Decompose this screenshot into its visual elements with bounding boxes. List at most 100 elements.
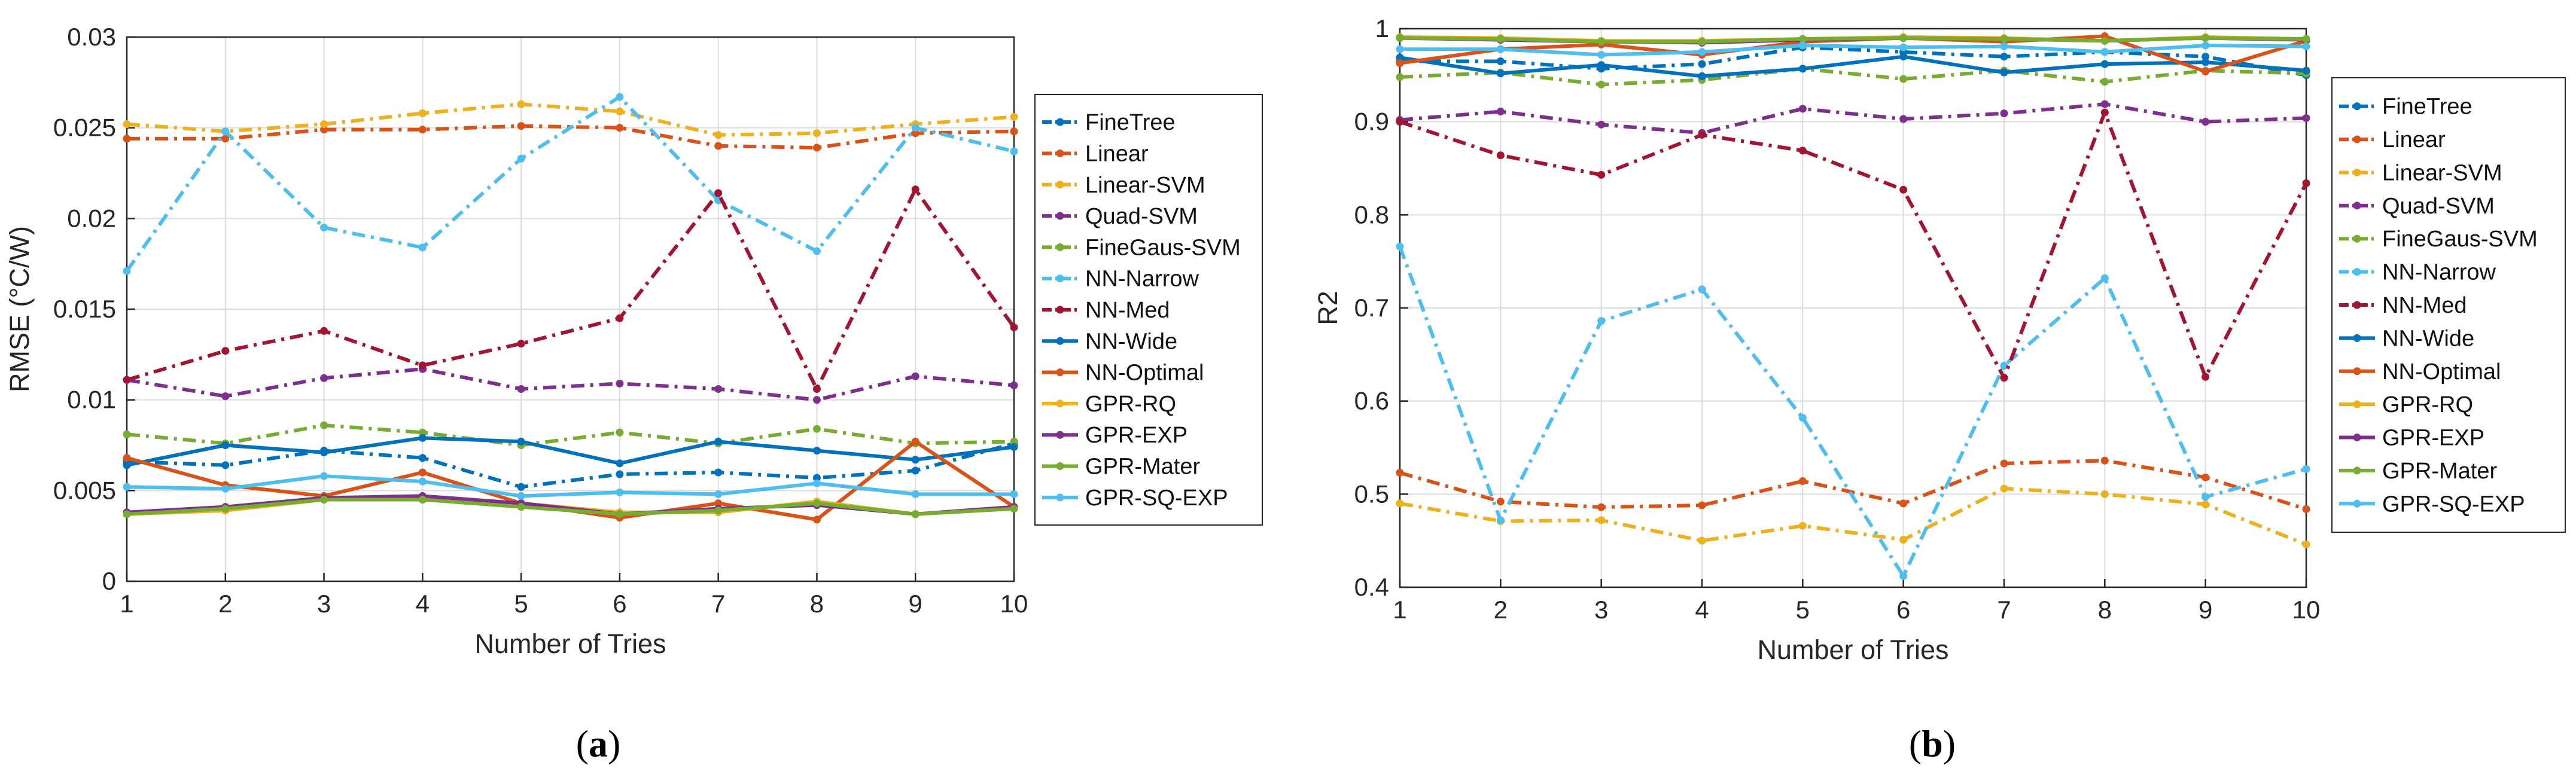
- series-gpr-sq-exp: [1396, 41, 2310, 59]
- data-point: [418, 477, 427, 486]
- legend-marker: [2353, 301, 2361, 309]
- legend-label: GPR-EXP: [2382, 426, 2484, 451]
- legend-marker: [1056, 181, 1064, 189]
- series-nn-narrow: [123, 93, 1018, 275]
- x-tick-label: 4: [1695, 596, 1709, 624]
- data-point: [1396, 242, 1404, 251]
- data-point: [123, 135, 131, 143]
- data-point: [714, 131, 723, 139]
- data-point: [1010, 437, 1018, 446]
- data-point: [1798, 414, 1807, 422]
- legend-marker: [2353, 466, 2361, 475]
- legend-label: FineTree: [2382, 94, 2473, 120]
- legend-box: [2331, 77, 2566, 533]
- legend-label: GPR-RQ: [2382, 392, 2473, 417]
- y-axis-title: RMSE (°C/W): [4, 226, 35, 392]
- legend-item: Quad-SVM: [2339, 194, 2495, 219]
- data-point: [1798, 477, 1807, 486]
- data-point: [2302, 540, 2310, 548]
- legend-label: Linear: [2382, 127, 2446, 152]
- y-tick-label: 0.025: [53, 114, 116, 142]
- series-nn-med: [123, 185, 1018, 393]
- legend-label: FineTree: [1085, 110, 1176, 135]
- chart-panel-b: 1 2 3 4 5 6 7 8 9 10 0.4 0.5 0.6 0.7 0.8 0.9 1 Number of …: [1313, 14, 2566, 765]
- data-point: [1010, 490, 1018, 498]
- data-point: [2000, 35, 2008, 43]
- data-point: [123, 483, 131, 491]
- legend-label: Linear-SVM: [1085, 173, 1205, 198]
- data-point: [517, 122, 525, 130]
- legend-marker: [1056, 368, 1064, 377]
- data-point: [2302, 42, 2310, 51]
- data-point: [517, 503, 525, 511]
- data-point: [2202, 373, 2210, 381]
- data-point: [1698, 38, 1706, 46]
- data-point: [1899, 115, 1908, 123]
- data-point: [714, 437, 723, 446]
- data-point: [1899, 75, 1908, 83]
- data-point: [714, 468, 723, 477]
- data-point: [1396, 499, 1404, 508]
- legend-item: NN-Narrow: [1042, 267, 1199, 292]
- legend-item: FineTree: [2339, 94, 2473, 120]
- data-point: [911, 437, 919, 446]
- data-point: [2302, 505, 2310, 513]
- y-tick-label: 0.8: [1354, 200, 1389, 228]
- legend-marker: [1056, 306, 1064, 314]
- data-point: [1597, 80, 1606, 89]
- y-tick-label: 0.01: [67, 386, 116, 414]
- data-point: [2202, 41, 2210, 50]
- data-point: [2100, 48, 2109, 56]
- data-point: [1798, 41, 1807, 50]
- legend-item: Linear-SVM: [2339, 160, 2502, 185]
- y-tick-label: 0.02: [67, 204, 116, 232]
- series-line: [126, 441, 1015, 489]
- data-point: [1698, 60, 1706, 68]
- series-nn-med: [1396, 108, 2310, 382]
- data-point: [911, 510, 919, 518]
- series-line: [1399, 111, 2308, 380]
- y-axis-title: R2: [1313, 291, 1343, 325]
- data-point: [1899, 43, 1908, 51]
- x-tick-label: 1: [1393, 596, 1406, 624]
- legend-marker: [1056, 399, 1064, 408]
- x-tick-label: 3: [1594, 596, 1608, 624]
- legend: FineTree Linear Linear-SVM Quad-SVM FineGaus…: [1034, 94, 1263, 526]
- data-point: [221, 505, 230, 513]
- x-tick-label: 2: [1494, 596, 1508, 624]
- data-point: [2202, 500, 2210, 508]
- data-point: [812, 447, 821, 455]
- series-line: [126, 436, 1015, 467]
- data-point: [418, 109, 427, 117]
- data-point: [714, 189, 723, 197]
- data-point: [320, 126, 328, 134]
- data-point: [1798, 105, 1807, 113]
- data-point: [2302, 465, 2310, 473]
- data-point: [2302, 179, 2310, 187]
- data-point: [616, 470, 624, 478]
- data-point: [1698, 285, 1706, 294]
- x-tick-label: 1: [120, 590, 133, 618]
- x-axis-title: Number of Tries: [1757, 634, 1948, 665]
- legend-item: Linear: [1042, 141, 1149, 166]
- legend-item: NN-Narrow: [2339, 260, 2496, 285]
- data-point: [1899, 572, 1908, 580]
- legend-marker: [1056, 243, 1064, 251]
- y-tick-label: 0.7: [1354, 294, 1389, 322]
- data-point: [2100, 36, 2109, 45]
- data-point: [812, 479, 821, 487]
- data-point: [123, 510, 131, 518]
- legend-marker: [1056, 212, 1064, 220]
- data-point: [812, 515, 821, 524]
- data-point: [221, 441, 230, 449]
- series-line: [1399, 486, 2307, 547]
- data-point: [418, 243, 427, 252]
- series-line: [126, 367, 1015, 402]
- data-point: [1496, 45, 1505, 53]
- y-tick-label: 0.005: [53, 476, 116, 504]
- legend-marker: [2353, 367, 2361, 376]
- data-point: [320, 496, 328, 504]
- data-point: [2202, 58, 2210, 66]
- data-point: [418, 496, 427, 504]
- data-point: [911, 124, 919, 132]
